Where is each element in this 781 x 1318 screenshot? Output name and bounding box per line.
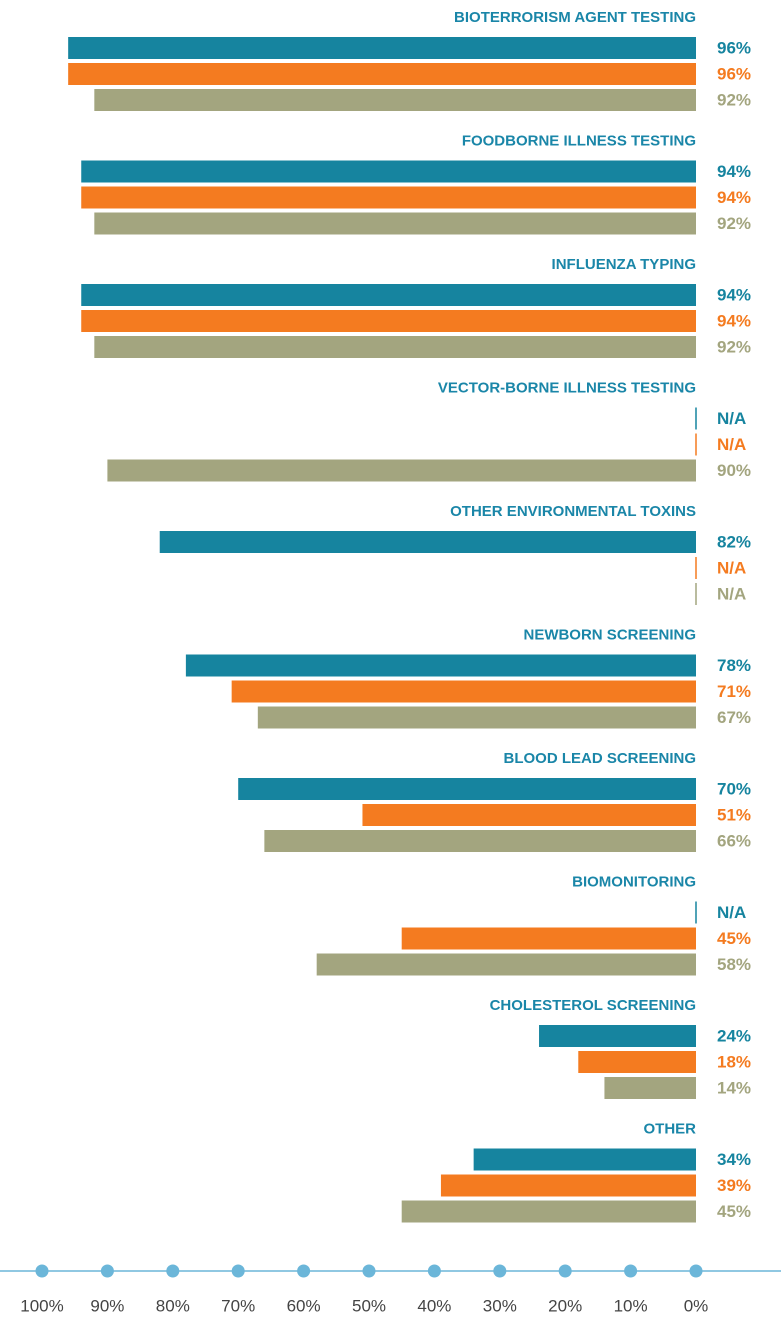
category-label: CHOLESTEROL SCREENING bbox=[490, 997, 696, 1014]
value-label: N/A bbox=[717, 435, 746, 454]
x-tick-label: 100% bbox=[20, 1296, 63, 1315]
bar bbox=[68, 63, 696, 85]
x-tick-label: 80% bbox=[156, 1296, 190, 1315]
value-label: N/A bbox=[717, 584, 746, 603]
x-tick-dot bbox=[558, 1264, 572, 1278]
value-label: 14% bbox=[717, 1078, 751, 1097]
bar bbox=[316, 953, 696, 976]
x-tick-dot bbox=[362, 1264, 376, 1278]
x-tick-dot bbox=[166, 1264, 180, 1278]
value-label: 58% bbox=[717, 955, 751, 974]
bar bbox=[159, 531, 697, 553]
x-tick-label: 90% bbox=[90, 1296, 124, 1315]
bar bbox=[81, 186, 697, 209]
bar bbox=[578, 1051, 696, 1073]
value-label: N/A bbox=[717, 903, 746, 922]
value-label: 24% bbox=[717, 1026, 751, 1045]
bar bbox=[257, 706, 696, 729]
value-label: N/A bbox=[717, 558, 746, 577]
x-tick-label: 10% bbox=[614, 1296, 648, 1315]
bar bbox=[81, 284, 697, 306]
x-tick-dot bbox=[493, 1264, 507, 1278]
bar bbox=[264, 830, 696, 852]
value-label: 92% bbox=[717, 337, 751, 356]
x-tick-dot bbox=[624, 1264, 638, 1278]
value-label: 94% bbox=[717, 285, 751, 304]
bar bbox=[81, 310, 697, 332]
x-tick-label: 40% bbox=[417, 1296, 451, 1315]
bar bbox=[539, 1025, 696, 1047]
x-tick-dot bbox=[35, 1264, 49, 1278]
x-tick-dot bbox=[689, 1264, 703, 1278]
x-tick-label: 60% bbox=[287, 1296, 321, 1315]
x-tick-label: 20% bbox=[548, 1296, 582, 1315]
bar bbox=[231, 680, 696, 703]
value-label: 66% bbox=[717, 831, 751, 850]
value-label: 92% bbox=[717, 90, 751, 109]
bar bbox=[81, 160, 697, 183]
x-tick-label: 70% bbox=[221, 1296, 255, 1315]
bar bbox=[94, 336, 696, 358]
bar bbox=[401, 927, 696, 950]
bar bbox=[68, 37, 696, 59]
value-label: 18% bbox=[717, 1052, 751, 1071]
category-label: INFLUENZA TYPING bbox=[552, 256, 696, 273]
value-label: 34% bbox=[717, 1150, 751, 1169]
bar bbox=[185, 654, 696, 677]
category-label: OTHER bbox=[644, 1120, 697, 1137]
value-label: 90% bbox=[717, 461, 751, 480]
value-label: 67% bbox=[717, 708, 751, 727]
value-label: 94% bbox=[717, 162, 751, 181]
value-label: 45% bbox=[717, 1202, 751, 1221]
value-label: 96% bbox=[717, 38, 751, 57]
x-tick-label: 50% bbox=[352, 1296, 386, 1315]
value-label: 96% bbox=[717, 64, 751, 83]
value-label: 51% bbox=[717, 805, 751, 824]
bar bbox=[401, 1200, 696, 1223]
value-label: 94% bbox=[717, 188, 751, 207]
x-tick-label: 0% bbox=[684, 1296, 709, 1315]
category-label: BLOOD LEAD SCREENING bbox=[503, 750, 696, 767]
category-label: BIOTERRORISM AGENT TESTING bbox=[454, 9, 696, 26]
bar bbox=[440, 1174, 696, 1197]
bar bbox=[94, 212, 696, 235]
bar bbox=[362, 804, 696, 826]
value-label: 82% bbox=[717, 532, 751, 551]
x-tick-dot bbox=[231, 1264, 245, 1278]
bar bbox=[107, 459, 696, 482]
category-label: BIOMONITORING bbox=[572, 873, 696, 890]
category-label: FOODBORNE ILLNESS TESTING bbox=[462, 132, 696, 149]
value-label: 78% bbox=[717, 656, 751, 675]
bar bbox=[94, 89, 696, 111]
category-label: OTHER ENVIRONMENTAL TOXINS bbox=[450, 503, 696, 520]
category-label: NEWBORN SCREENING bbox=[523, 626, 696, 643]
value-label: 39% bbox=[717, 1176, 751, 1195]
x-tick-dot bbox=[427, 1264, 441, 1278]
x-tick-dot bbox=[100, 1264, 114, 1278]
value-label: 71% bbox=[717, 682, 751, 701]
bar bbox=[238, 778, 696, 800]
value-label: 45% bbox=[717, 929, 751, 948]
value-label: N/A bbox=[717, 409, 746, 428]
value-label: 94% bbox=[717, 311, 751, 330]
category-label: VECTOR-BORNE ILLNESS TESTING bbox=[438, 379, 696, 396]
value-label: 92% bbox=[717, 214, 751, 233]
x-tick-dot bbox=[297, 1264, 311, 1278]
bar bbox=[473, 1148, 696, 1171]
value-label: 70% bbox=[717, 779, 751, 798]
x-tick-label: 30% bbox=[483, 1296, 517, 1315]
bar bbox=[604, 1077, 696, 1099]
